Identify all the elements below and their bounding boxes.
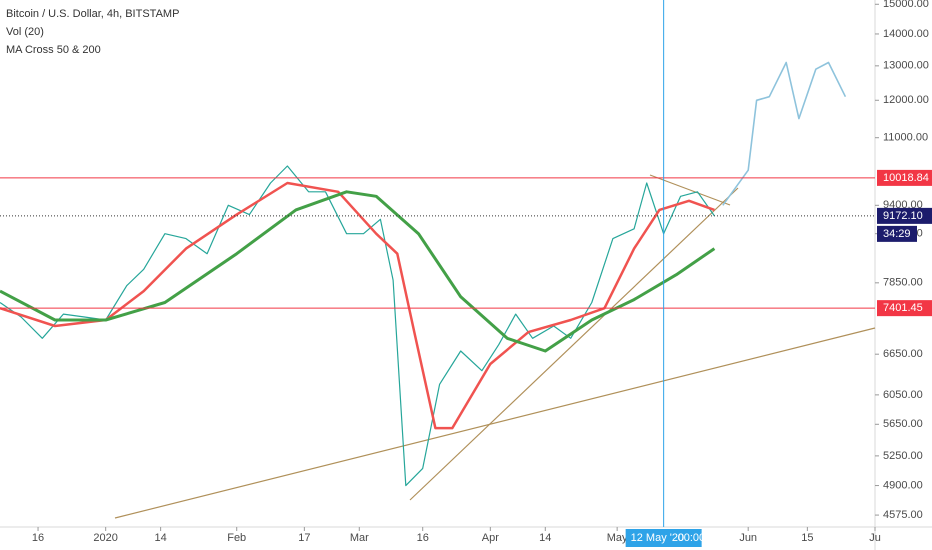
y-tick-label: 11000.00 [883, 132, 928, 144]
y-tick-label: 6050.00 [883, 389, 923, 401]
x-tick-label: May [607, 532, 628, 544]
y-tick-label: 13000.00 [883, 60, 929, 72]
x-tick-label: 14 [155, 532, 167, 544]
series-line [722, 61, 847, 206]
y-tick-label: 5250.00 [883, 450, 923, 462]
x-tick-label: 17 [298, 532, 310, 544]
x-tick-label: 14 [539, 532, 551, 544]
x-tick-label: 16 [32, 532, 44, 544]
trend-line [114, 327, 876, 519]
series-line [0, 190, 716, 353]
y-tick-label: 5650.00 [883, 418, 923, 430]
last-price-label: 9172.10 [883, 210, 923, 222]
indicator-label: Vol (20) [6, 26, 44, 38]
y-tick-label: 4900.00 [883, 479, 923, 491]
countdown-label: 34:29 [883, 228, 911, 240]
cursor-date: 12 May '20 [631, 532, 684, 544]
x-tick-label: Feb [227, 532, 246, 544]
x-tick-label: Ju [869, 532, 881, 544]
x-tick-label: Mar [350, 532, 369, 544]
level-label: 7401.45 [883, 302, 923, 314]
x-tick-label: Apr [482, 532, 499, 544]
countdown-tag [877, 225, 917, 242]
last-price-tag [877, 207, 932, 224]
indicator-label: MA Cross 50 & 200 [6, 44, 101, 56]
level-label: 10018.84 [883, 172, 929, 184]
cursor-time: 00:00 [678, 532, 706, 544]
y-tick-label: 6650.00 [883, 348, 923, 360]
y-tick-label: 14000.00 [883, 28, 929, 40]
x-tick-label: Jun [739, 532, 757, 544]
series-line [0, 165, 715, 487]
chart-title: Bitcoin / U.S. Dollar, 4h, BITSTAMP [6, 8, 179, 20]
y-tick-label: 4575.00 [883, 509, 923, 521]
y-tick-label: 15000.00 [883, 0, 929, 10]
trend-line [409, 187, 739, 501]
level-tag [877, 169, 932, 186]
cursor-tag [625, 529, 702, 547]
y-tick-label: 7850.00 [883, 277, 923, 289]
level-tag [877, 300, 932, 317]
y-tick-label: 12000.00 [883, 94, 929, 106]
x-tick-label: 16 [417, 532, 429, 544]
x-tick-label: 2020 [93, 532, 117, 544]
x-tick-label: 15 [801, 532, 813, 544]
series-line [0, 181, 715, 430]
